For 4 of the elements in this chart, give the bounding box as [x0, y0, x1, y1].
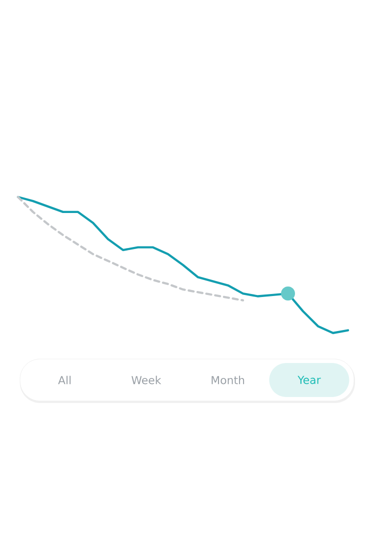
- text: Week: [132, 376, 162, 384]
- text: All: [58, 376, 71, 384]
- text: Month: [212, 376, 244, 384]
- text: Year: [298, 376, 321, 384]
